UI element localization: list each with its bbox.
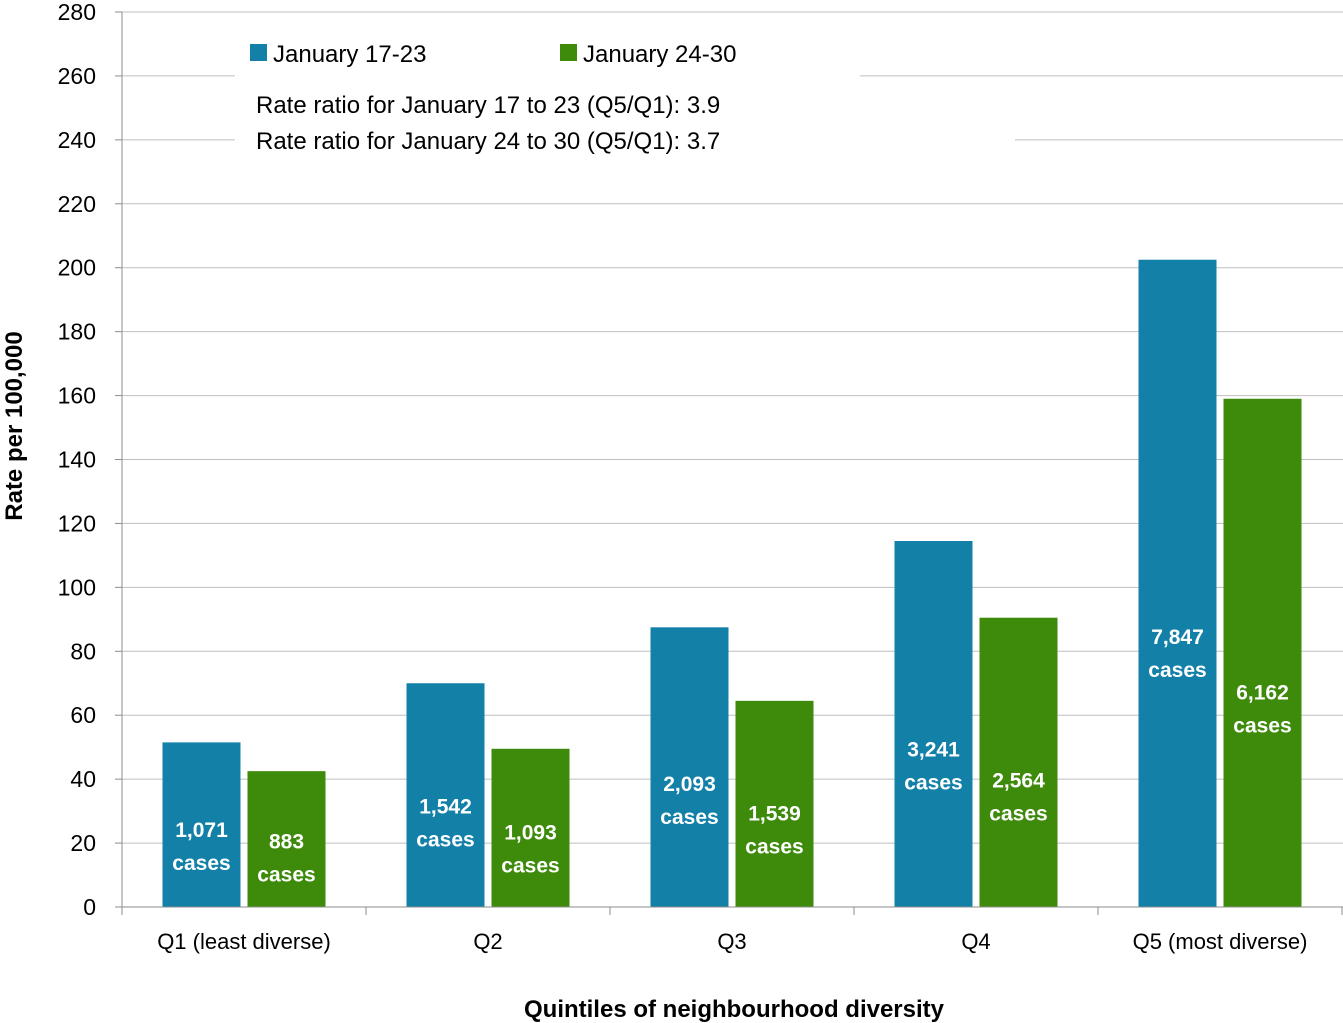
y-tick-label: 20	[70, 830, 96, 856]
bar-data-label: 2,564	[992, 769, 1045, 792]
bar-2	[491, 748, 570, 907]
y-tick-label: 80	[70, 638, 96, 664]
bar-1	[894, 541, 973, 907]
x-tick-label: Q2	[473, 929, 502, 954]
bar-data-label: cases	[989, 802, 1047, 825]
legend-background	[235, 30, 1015, 156]
axes	[115, 11, 1343, 915]
bar-2	[735, 700, 814, 907]
bar-data-label: 1,539	[748, 803, 801, 826]
bar-data-label: cases	[1233, 715, 1291, 738]
bar-data-label: cases	[904, 772, 962, 795]
gridlines	[122, 11, 1343, 844]
x-tick-labels: Q1 (least diverse) Q2 Q3 Q4 Q5 (most diverse…	[157, 929, 1307, 954]
bar-data-labels: 1,071 cases 883 cases 1,542 cases 1,093 cases 2,…	[172, 626, 1291, 887]
bar-data-label: 3,241	[907, 739, 960, 762]
y-axis-title: Rate per 100,000	[1, 331, 28, 520]
y-tick-label: 180	[58, 319, 96, 345]
x-tick-label: Q5 (most diverse)	[1133, 929, 1308, 954]
bar-2	[247, 771, 326, 907]
x-axis-title: Quintiles of neighbourhood diversity	[524, 996, 945, 1023]
y-tick-label: 140	[58, 447, 96, 473]
legend-swatch-series-2	[560, 44, 577, 61]
x-tick-label: Q4	[961, 929, 990, 954]
bar-data-label: cases	[745, 836, 803, 859]
bar-1	[650, 627, 729, 907]
y-tick-labels: 0 20 40 60 80 100 120 140 160 180 200 220 240 260 280	[58, 0, 96, 920]
bar-data-label: cases	[257, 864, 315, 887]
bar-1	[162, 742, 241, 907]
bar-data-label: 6,162	[1236, 682, 1289, 705]
legend-box	[235, 30, 860, 86]
bar-data-label: 1,093	[504, 822, 557, 845]
bars	[162, 259, 1302, 907]
bar-data-label: cases	[660, 806, 718, 829]
bar-data-label: 883	[269, 831, 304, 854]
annotation-rate-ratio-1: Rate ratio for January 17 to 23 (Q5/Q1):…	[256, 92, 720, 119]
bar-data-label: 1,542	[419, 796, 472, 819]
legend-swatch-series-1	[250, 44, 267, 61]
y-tick-label: 260	[58, 63, 96, 89]
annotation-box	[235, 86, 1015, 156]
y-tick-label: 40	[70, 766, 96, 792]
bar-1	[406, 683, 485, 907]
bar-data-label: 7,847	[1151, 626, 1204, 649]
x-tick-label: Q3	[717, 929, 746, 954]
y-tick-label: 60	[70, 702, 96, 728]
y-tick-label: 120	[58, 510, 96, 536]
legend: January 17-23 January 24-30	[250, 41, 736, 68]
bar-data-label: 1,071	[175, 819, 228, 842]
y-tick-label: 160	[58, 383, 96, 409]
bar-2	[1223, 398, 1302, 907]
bar-data-label: cases	[1148, 659, 1206, 682]
bar-data-label: cases	[416, 829, 474, 852]
bar-1	[1138, 259, 1217, 907]
annotation-rate-ratio-2: Rate ratio for January 24 to 30 (Q5/Q1):…	[256, 128, 720, 155]
y-tick-label: 240	[58, 127, 96, 153]
y-tick-label: 280	[58, 0, 96, 25]
x-tick-label: Q1 (least diverse)	[157, 929, 331, 954]
bar-2	[979, 617, 1058, 907]
bar-data-label: 2,093	[663, 773, 716, 796]
legend-label-series-2: January 24-30	[583, 41, 736, 68]
y-tick-label: 200	[58, 255, 96, 281]
bar-data-label: cases	[172, 852, 230, 875]
y-tick-label: 220	[58, 191, 96, 217]
bar-data-label: cases	[501, 855, 559, 878]
y-tick-label: 0	[83, 894, 96, 920]
y-tick-label: 100	[58, 574, 96, 600]
legend-label-series-1: January 17-23	[273, 41, 426, 68]
